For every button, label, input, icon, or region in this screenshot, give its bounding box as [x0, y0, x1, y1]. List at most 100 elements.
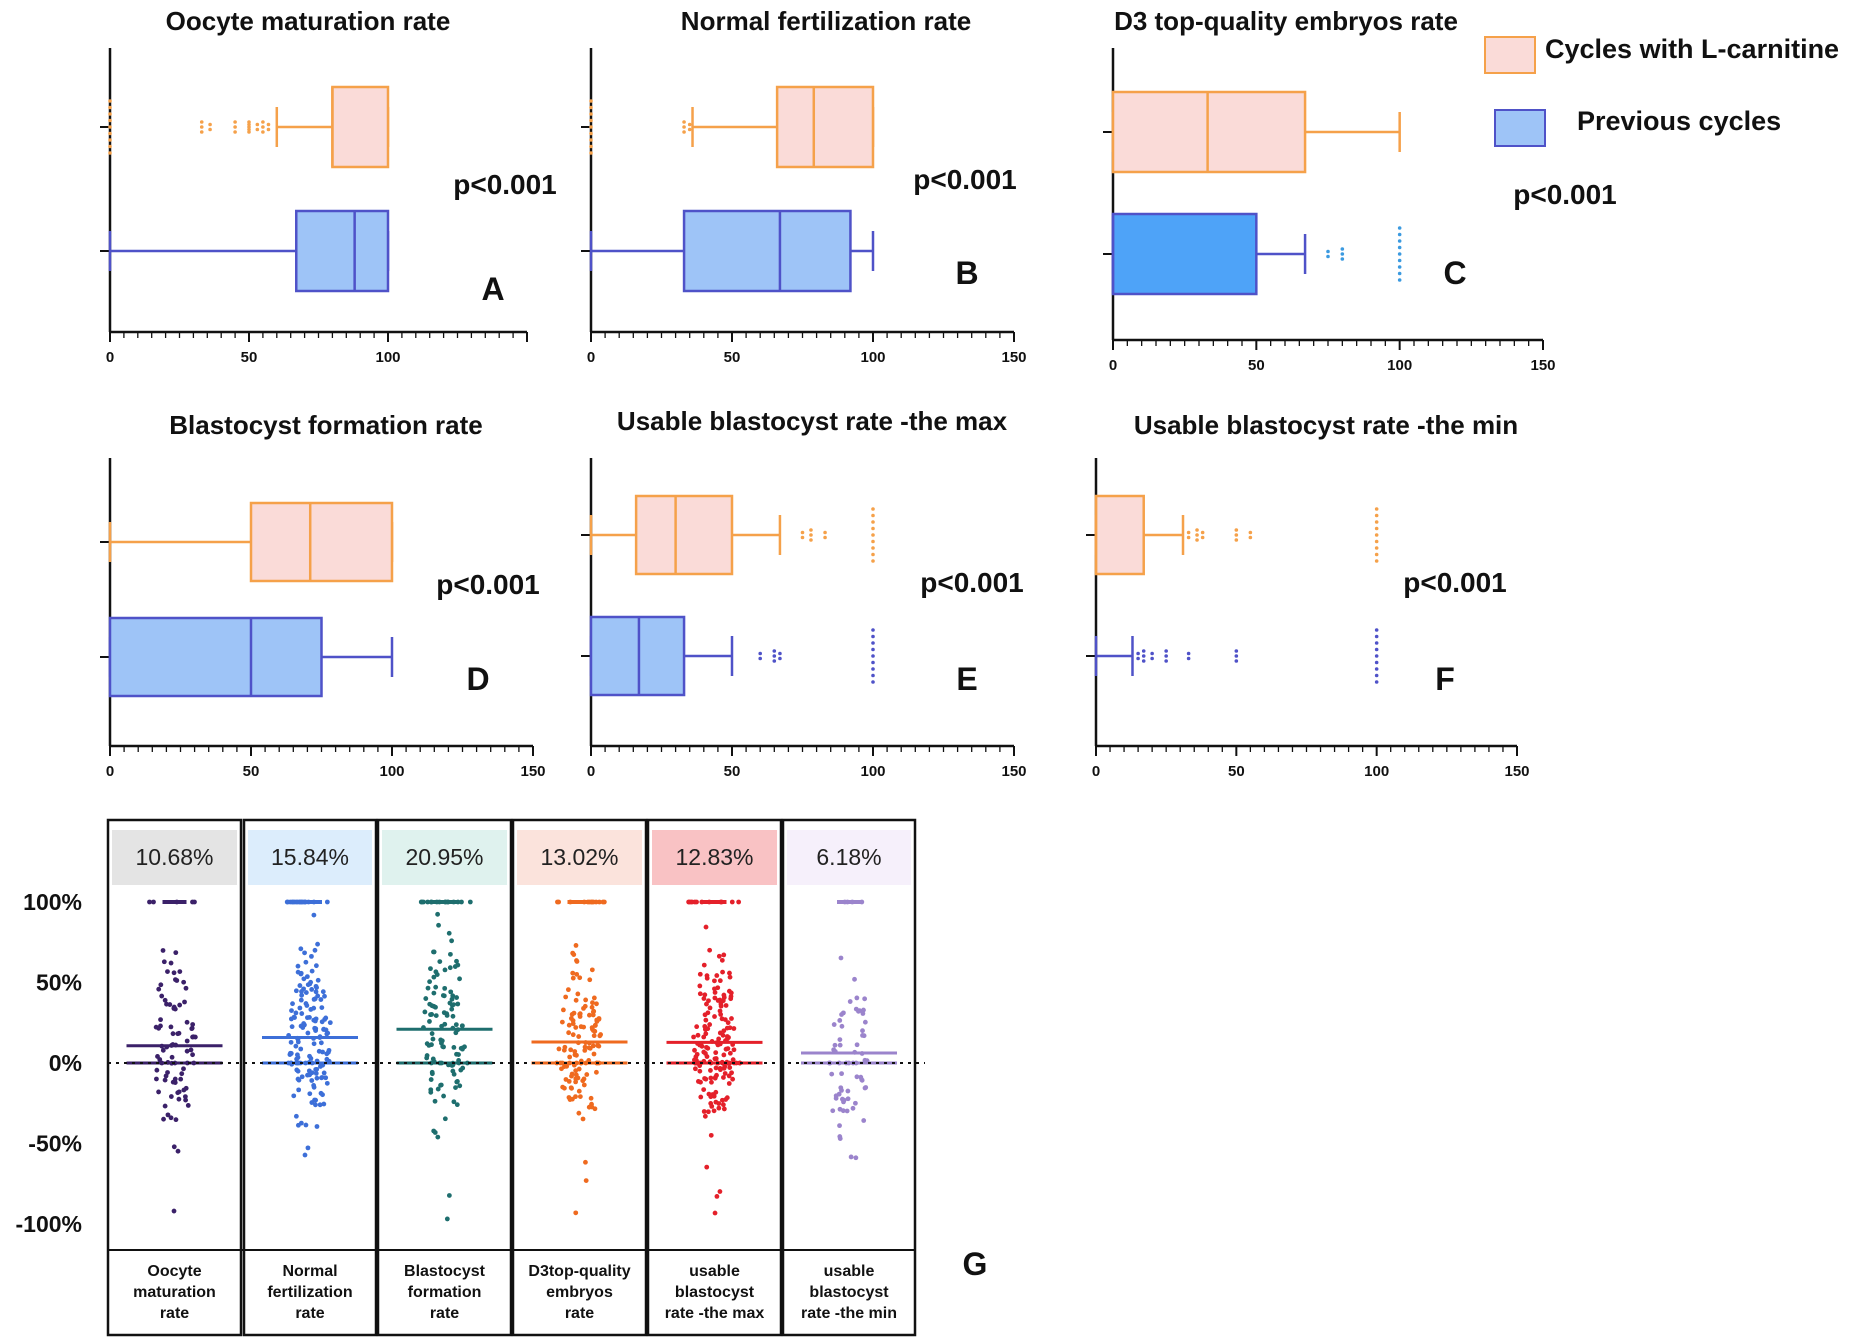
panel-g-col-1-point	[173, 950, 179, 956]
panel-f-with-outlier	[1195, 528, 1199, 532]
panel-g-col-5-point	[721, 992, 727, 998]
panel-g-col-2-point	[297, 1005, 303, 1011]
panel-g-col-5-point	[726, 988, 732, 994]
panel-g-col-2-point	[305, 1030, 311, 1036]
panel-g-col-3-point	[429, 1069, 435, 1075]
panel-g-col-3-point	[429, 1031, 435, 1036]
panel-g-col-2-point	[302, 1152, 308, 1158]
panel-g-col-2-point	[320, 989, 326, 995]
panel-e-prev-outlier	[758, 656, 762, 661]
panel-f-with-outlier	[1374, 539, 1379, 544]
panel-g-col-5-point	[727, 1050, 733, 1056]
panel-g-col-1-point	[175, 1148, 181, 1154]
panel-g-col-5-point	[713, 1065, 719, 1071]
panel-g-col-5-point	[726, 1081, 732, 1086]
panel-e-x-tick-label: 100	[860, 763, 885, 780]
panel-g-col-1-point	[161, 959, 167, 965]
panel-b-pvalue: p<0.001	[913, 164, 1017, 195]
panel-b-with-outlier	[589, 151, 593, 155]
panel-g-col-4-point	[584, 1072, 590, 1077]
panel-g-col-4-point	[595, 1043, 601, 1048]
panel-a-with-outlier	[199, 120, 204, 124]
panel-g-col-1-point	[173, 1117, 179, 1123]
panel-g-col-5-point	[692, 899, 698, 905]
panel-g-col-6-point	[850, 1105, 856, 1111]
panel-g-col-1-point	[181, 1066, 186, 1072]
panel-g-col-1-point	[156, 1089, 161, 1095]
panel-g-col-5-point	[720, 1102, 726, 1108]
panel-g-col-6-point	[837, 1042, 843, 1048]
panel-d-title: Blastocyst formation rate	[169, 410, 483, 440]
panel-g-col-2-point	[322, 993, 327, 999]
panel-g-col-6-point	[853, 1155, 859, 1161]
panel-g-col-5-point	[720, 998, 726, 1004]
panel-g-col-5-point	[712, 995, 718, 1001]
panel-e-with-outlier	[800, 535, 805, 540]
panel-d: Blastocyst formation rate p<0.001 D 0 50 1…	[100, 410, 546, 780]
panel-c-prev-outlier	[1326, 249, 1330, 254]
panel-g-col-1-point	[188, 1047, 194, 1053]
panel-g-col-4-header-bg	[517, 830, 642, 885]
panel-e-with-outlier	[871, 513, 875, 518]
panel-e-with-outlier	[823, 535, 827, 540]
panel-g-col-2-header-bg	[248, 830, 372, 885]
panel-g-col-3-point	[425, 985, 431, 991]
panel-g-col-1-point	[176, 1096, 182, 1102]
panel-b-letter: B	[955, 255, 978, 291]
panel-g-col-2-point	[288, 1039, 294, 1045]
panel-f: Usable blastocyst rate -the min p<0.001 …	[1086, 410, 1530, 780]
panel-g-col-2-point	[311, 1041, 317, 1047]
panel-g-col-1-point	[171, 1208, 177, 1214]
panel-g-col-2-point	[312, 1018, 318, 1024]
panel-g-col-5-point	[721, 1028, 727, 1034]
panel-g-col-2-frame	[242, 818, 378, 1337]
panel-g-col-2-point	[290, 1001, 295, 1007]
panel-e-with-outlier	[809, 538, 813, 542]
panel-g-col-5-header-bg	[652, 830, 777, 885]
panel-d-prev-box	[108, 616, 323, 698]
panel-g-col-4-point	[573, 1072, 579, 1078]
panel-g-col-4-point	[589, 1104, 595, 1110]
panel-f-with-outlier	[1186, 535, 1191, 540]
panel-g-col-5-point	[698, 1079, 703, 1085]
panel-g-col-1-point	[168, 1024, 174, 1030]
panel-g-col-1-point	[182, 1094, 188, 1100]
panel-g-col-5-point	[718, 1001, 724, 1007]
panel-g-col-3-point	[428, 1077, 434, 1082]
panel-g-col-3-point	[436, 922, 441, 928]
panel-g-col-6-frame	[781, 818, 917, 1337]
panel-g-col-4-point	[559, 1019, 565, 1025]
panel-g-col-1-point	[183, 985, 189, 991]
panel-g-col-1-point	[183, 1097, 189, 1103]
panel-g-col-5-point	[704, 973, 710, 979]
panel-g-col-4-point	[556, 899, 562, 905]
panel-f-prev-outlier	[1164, 649, 1168, 653]
panel-g-col-2-point	[311, 912, 317, 918]
panel-c-x-tick-label: 0	[1109, 357, 1117, 374]
panel-a-pvalue: p<0.001	[453, 169, 557, 200]
panel-g-col-1-point	[190, 1052, 195, 1058]
panel-e-title: Usable blastocyst rate -the max	[617, 406, 1008, 436]
panel-f-with-outlier	[1374, 533, 1379, 537]
panel-d-x-tick-label: 150	[520, 763, 545, 780]
panel-e-with-outlier	[871, 507, 875, 511]
panel-g-col-5-point	[704, 1164, 710, 1170]
panel-g-col-4-point	[581, 1076, 587, 1082]
panel-g-col-3-point	[427, 1019, 432, 1024]
panel-g-col-6-point	[853, 1100, 858, 1106]
panel-g-col-5-mean-label: 12.83%	[675, 844, 753, 870]
panel-b-with-outlier	[589, 125, 593, 129]
panel-b: Normal fertilization rate p<0.001 B 0 50 1…	[581, 6, 1027, 366]
panel-g-col-3-point	[451, 1045, 457, 1050]
panel-e-prev-outlier	[871, 647, 875, 652]
panel-c-letter: C	[1443, 255, 1466, 291]
panel-g-col-6-point	[841, 1099, 846, 1105]
panel-g: G 10.68% Oocyte maturation rate 15.84% Normal…	[16, 818, 987, 1337]
panel-f-prev-outlier	[1186, 651, 1191, 656]
panel-g-col-5-category-label: blastocyst	[675, 1284, 755, 1301]
panel-g-col-5-point	[730, 1057, 736, 1063]
panel-g-col-1-point	[151, 899, 156, 905]
panel-g-col-3-point	[433, 984, 439, 990]
panel-g-col-4-point	[590, 1000, 595, 1006]
panel-g-col-4-point	[591, 1051, 597, 1057]
